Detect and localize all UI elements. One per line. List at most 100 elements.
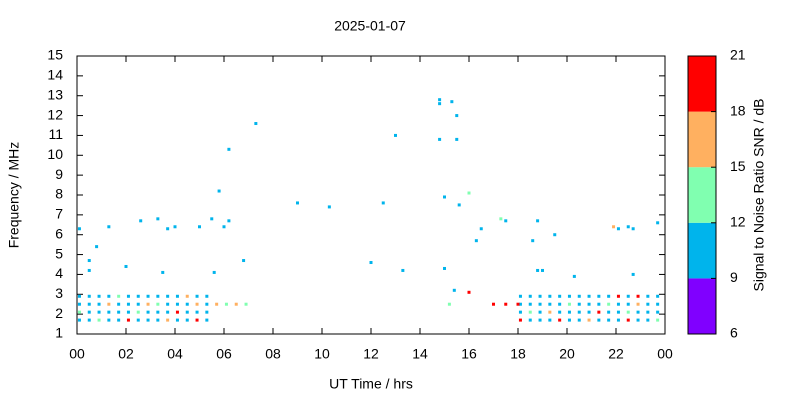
data-point: [195, 302, 199, 306]
colorbar-tick-label: 21: [730, 47, 746, 63]
data-point: [198, 225, 201, 229]
data-point: [126, 310, 130, 314]
data-point: [117, 310, 121, 314]
data-point: [146, 294, 150, 298]
data-point: [455, 114, 459, 118]
data-point: [479, 227, 483, 231]
data-point: [227, 147, 231, 151]
data-point: [438, 98, 442, 102]
data-point: [224, 302, 228, 306]
data-point: [492, 302, 495, 306]
data-point: [175, 294, 179, 298]
colorbar-frame: [687, 55, 717, 335]
y-axis-label: Frequency / MHz: [6, 142, 22, 249]
data-point: [607, 294, 611, 298]
data-point: [107, 302, 111, 306]
data-point: [631, 227, 635, 231]
data-point: [558, 294, 562, 298]
y-tick-label: 11: [48, 126, 63, 142]
data-point: [156, 294, 160, 298]
data-point: [136, 294, 140, 298]
data-point: [656, 302, 660, 306]
data-point: [77, 310, 81, 314]
data-point: [327, 205, 331, 209]
y-tick-label: 5: [55, 245, 63, 261]
chart-title: 2025-01-07: [334, 18, 406, 34]
colorbar-tick-label: 15: [730, 158, 746, 174]
data-point: [567, 294, 571, 298]
x-tick-label: 04: [167, 346, 183, 362]
data-point: [572, 274, 576, 278]
x-tick-label: 00: [69, 346, 85, 362]
data-point: [175, 302, 179, 306]
colorbar-tick-label: 9: [730, 269, 738, 285]
data-point: [656, 221, 660, 225]
data-point: [616, 294, 620, 298]
data-point: [558, 318, 562, 322]
data-point: [369, 261, 373, 265]
data-point: [452, 288, 456, 292]
colorbar-tick-label: 12: [730, 214, 746, 230]
data-point: [205, 318, 209, 322]
colorbar-segment: [688, 222, 716, 279]
data-point: [87, 259, 91, 263]
data-point: [636, 310, 640, 314]
data-point: [117, 302, 121, 306]
data-point: [136, 318, 140, 322]
data-point: [139, 219, 143, 223]
data-point: [175, 310, 179, 314]
data-point: [117, 294, 121, 298]
x-tick-label: 06: [216, 346, 232, 362]
data-point: [548, 310, 552, 314]
data-point: [205, 294, 209, 298]
data-point: [538, 294, 542, 298]
data-point: [87, 310, 91, 314]
data-point: [195, 318, 199, 322]
colorbar-segment: [688, 56, 716, 112]
data-point: [626, 310, 630, 314]
data-point: [457, 203, 461, 207]
data-point: [528, 294, 532, 298]
data-point: [195, 310, 199, 314]
data-point: [518, 310, 522, 314]
data-point: [528, 302, 532, 306]
data-point: [558, 302, 562, 306]
colorbar-label: Signal to Noise Ratio SNR / dB: [751, 99, 767, 292]
x-tick-label: 20: [559, 346, 575, 362]
data-point: [577, 302, 581, 306]
data-point: [126, 302, 130, 306]
data-point: [77, 227, 81, 231]
data-point: [185, 310, 189, 314]
x-tick-label: 08: [265, 346, 281, 362]
data-point: [215, 302, 219, 306]
y-tick-label: 9: [55, 166, 63, 182]
data-point: [87, 294, 91, 298]
data-point: [166, 294, 170, 298]
data-point: [205, 302, 209, 306]
data-point: [646, 310, 650, 314]
data-point: [567, 310, 571, 314]
data-point: [87, 268, 91, 272]
data-point: [146, 302, 150, 306]
data-point: [587, 294, 591, 298]
colorbar-tick-label: 6: [730, 325, 738, 341]
data-point: [222, 225, 226, 229]
data-point: [242, 259, 246, 263]
data-point: [227, 219, 231, 223]
data-point: [87, 318, 91, 322]
data-point: [597, 318, 601, 322]
y-tick-label: 10: [47, 146, 63, 162]
data-point: [166, 318, 170, 322]
data-point: [474, 239, 478, 243]
y-tick-label: 14: [47, 67, 63, 83]
data-point: [438, 102, 442, 106]
data-point: [558, 310, 562, 314]
data-point: [597, 302, 601, 306]
data-point: [626, 318, 630, 322]
plot-frame: [76, 55, 666, 335]
data-point: [567, 302, 571, 306]
data-point: [536, 268, 540, 272]
data-point: [553, 233, 557, 237]
data-point: [212, 270, 216, 274]
